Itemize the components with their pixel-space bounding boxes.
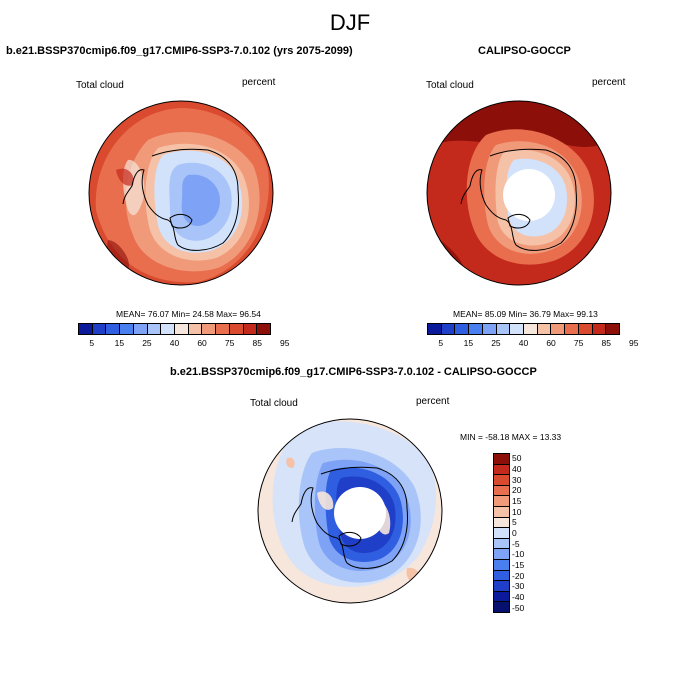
colorbar-box bbox=[578, 324, 593, 334]
colorbar-tick-label: 40 bbox=[518, 338, 529, 348]
colorbar-box bbox=[551, 324, 566, 334]
colorbar-tick-label: 30 bbox=[512, 474, 522, 485]
colorbar-tick-label: -5 bbox=[512, 538, 520, 549]
colorbar-box bbox=[494, 570, 509, 582]
colorbar-box bbox=[188, 324, 203, 334]
obs-variable-label: Total cloud bbox=[426, 80, 474, 91]
colorbar-box bbox=[524, 324, 538, 334]
colorbar-box bbox=[494, 517, 509, 529]
colorbar-box bbox=[428, 324, 442, 334]
diff-units-label: percent bbox=[416, 396, 450, 407]
colorbar-tick-label: 75 bbox=[224, 338, 235, 348]
diff-panel-title: b.e21.BSSP370cmip6.f09_g17.CMIP6-SSP3-7.… bbox=[170, 366, 537, 378]
colorbar-box bbox=[161, 324, 176, 334]
colorbar-box bbox=[494, 464, 509, 476]
obs-stats: MEAN= 85.09 Min= 36.79 Max= 99.13 bbox=[453, 309, 598, 319]
colorbar-box bbox=[510, 324, 525, 334]
colorbar-box bbox=[106, 324, 121, 334]
colorbar-tick-label: 40 bbox=[512, 464, 522, 474]
colorbar-tick-label: 5 bbox=[512, 517, 517, 528]
colorbar-tick-label: -10 bbox=[512, 549, 525, 560]
colorbar-tick-label: 85 bbox=[252, 338, 262, 348]
colorbar-tick-label: 5 bbox=[89, 338, 95, 348]
colorbar-box bbox=[494, 581, 509, 592]
colorbar-tick-label: 75 bbox=[573, 338, 584, 348]
colorbar-tick-label: 50 bbox=[512, 453, 522, 464]
colorbar-box bbox=[120, 324, 134, 334]
obs-colorbar bbox=[427, 323, 620, 335]
colorbar-box bbox=[494, 485, 509, 497]
colorbar-box bbox=[592, 324, 607, 334]
colorbar-box bbox=[133, 324, 148, 334]
colorbar-tick-label: 25 bbox=[491, 338, 501, 348]
obs-panel-title: CALIPSO-GOCCP bbox=[478, 45, 571, 57]
colorbar-box bbox=[494, 549, 509, 560]
colorbar-tick-label: -30 bbox=[512, 581, 525, 592]
colorbar-box bbox=[494, 528, 509, 539]
obs-polar-map bbox=[426, 100, 612, 286]
colorbar-box bbox=[469, 324, 483, 334]
page-title: DJF bbox=[329, 10, 371, 35]
colorbar-box bbox=[606, 324, 620, 334]
colorbar-tick-label: 10 bbox=[512, 506, 522, 517]
colorbar-box bbox=[565, 324, 579, 334]
colorbar-tick-label: 85 bbox=[601, 338, 611, 348]
colorbar-box bbox=[79, 324, 93, 334]
colorbar-box bbox=[92, 324, 107, 334]
diff-polar-map bbox=[257, 418, 443, 604]
model-colorbar-ticks: 5 15 25 40 60 75 85 95 bbox=[0, 338, 700, 350]
colorbar-tick-label: 40 bbox=[169, 338, 180, 348]
diff-stats: MIN = -58.18 MAX = 13.33 bbox=[460, 432, 562, 442]
colorbar-tick-label: 60 bbox=[546, 338, 556, 348]
colorbar-box bbox=[202, 324, 217, 334]
colorbar-box bbox=[537, 324, 552, 334]
colorbar-box bbox=[494, 506, 509, 518]
colorbar-box bbox=[243, 324, 258, 334]
colorbar-box bbox=[494, 591, 509, 603]
model-colorbar bbox=[78, 323, 271, 335]
colorbar-box bbox=[494, 496, 509, 507]
colorbar-box bbox=[494, 602, 509, 612]
colorbar-box bbox=[229, 324, 244, 334]
colorbar-tick-label: 25 bbox=[142, 338, 152, 348]
colorbar-box bbox=[175, 324, 189, 334]
obs-colorbar-ticks: 5 15 25 40 60 75 85 95 bbox=[0, 338, 700, 350]
colorbar-tick-label: 95 bbox=[280, 338, 290, 348]
colorbar-box bbox=[482, 324, 497, 334]
colorbar-tick-label: -40 bbox=[512, 592, 525, 602]
colorbar-tick-label: -50 bbox=[512, 602, 525, 613]
colorbar-tick-label: 5 bbox=[438, 338, 444, 348]
colorbar-box bbox=[494, 454, 509, 465]
colorbar-tick-label: 20 bbox=[512, 485, 522, 496]
colorbar-box bbox=[494, 538, 509, 550]
colorbar-box bbox=[257, 324, 271, 334]
diff-variable-label: Total cloud bbox=[250, 398, 298, 409]
obs-units-label: percent bbox=[592, 77, 626, 88]
colorbar-tick-label: 95 bbox=[629, 338, 639, 348]
colorbar-box bbox=[455, 324, 470, 334]
model-polar-map bbox=[88, 100, 274, 286]
colorbar-box bbox=[496, 324, 511, 334]
colorbar-box bbox=[494, 475, 509, 486]
colorbar-tick-label: 0 bbox=[512, 528, 517, 538]
diff-colorbar bbox=[493, 453, 510, 613]
model-units-label: percent bbox=[242, 77, 276, 88]
colorbar-box bbox=[147, 324, 162, 334]
colorbar-tick-label: 15 bbox=[512, 496, 522, 506]
colorbar-tick-label: -20 bbox=[512, 570, 525, 581]
colorbar-tick-label: 60 bbox=[197, 338, 207, 348]
model-panel-title: b.e21.BSSP370cmip6.f09_g17.CMIP6-SSP3-7.… bbox=[6, 45, 353, 57]
colorbar-box bbox=[494, 559, 509, 571]
model-stats: MEAN= 76.07 Min= 24.58 Max= 96.54 bbox=[116, 309, 261, 319]
colorbar-box bbox=[216, 324, 230, 334]
model-variable-label: Total cloud bbox=[76, 80, 124, 91]
colorbar-tick-label: -15 bbox=[512, 560, 525, 570]
colorbar-box bbox=[441, 324, 456, 334]
colorbar-tick-label: 15 bbox=[114, 338, 125, 348]
colorbar-tick-label: 15 bbox=[463, 338, 474, 348]
